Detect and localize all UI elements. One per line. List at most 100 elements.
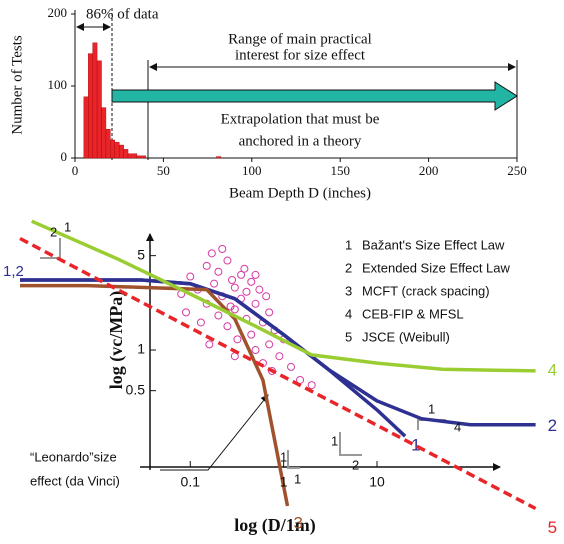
legend-label: CEB-FIP & MFSL <box>362 306 464 321</box>
data-point <box>247 277 256 286</box>
curve <box>30 219 536 373</box>
bar <box>216 156 222 159</box>
data-point <box>186 272 195 281</box>
legend-label: Extended Size Effect Law <box>362 260 511 275</box>
x-tick-label: 0 <box>72 163 79 178</box>
annotation: Extrapolation that must be <box>221 111 380 127</box>
data-point <box>223 322 232 331</box>
x-label: log (D/1m) <box>234 515 315 536</box>
annotation: anchored in a theory <box>239 133 362 149</box>
annotation: “Leonardo”size <box>30 449 117 464</box>
curve-label: 2 <box>548 416 557 435</box>
annotation: 4 <box>454 419 461 434</box>
bar <box>101 107 107 159</box>
curve <box>19 236 537 511</box>
slope-triangle <box>339 432 362 456</box>
annotation: 1 <box>428 401 435 416</box>
legend-label: MCFT (crack spacing) <box>362 283 490 298</box>
curve <box>20 278 536 427</box>
data-point <box>207 249 216 258</box>
data-point <box>182 308 191 317</box>
bar <box>136 155 146 159</box>
x-tick-label: 150 <box>330 163 350 178</box>
pointer <box>160 394 269 471</box>
data-point <box>265 340 274 349</box>
legend-label: JSCE (Weibull) <box>362 329 450 344</box>
annotation: 86% of data <box>86 6 159 22</box>
annotation: 2 <box>50 224 57 239</box>
bar <box>105 128 111 159</box>
y-tick-label: 1 <box>137 341 145 357</box>
bar <box>88 53 93 159</box>
y-tick-label: 100 <box>48 77 68 92</box>
data-point <box>223 256 232 265</box>
data-point <box>242 287 251 296</box>
bar <box>110 139 115 159</box>
x-tick-label: 200 <box>419 163 439 178</box>
annotation: 1 <box>294 471 301 486</box>
x-tick-label: 50 <box>157 163 170 178</box>
curve-label: 4 <box>548 360 557 379</box>
data-point <box>247 330 256 339</box>
y-tick-label: 0.5 <box>126 381 146 397</box>
data-point <box>307 381 316 390</box>
data-point <box>240 264 249 273</box>
data-point <box>233 335 242 344</box>
data-point <box>265 308 274 317</box>
y-label: log (vc/MPa) <box>106 291 127 389</box>
data-point <box>228 276 237 285</box>
data-point <box>251 299 260 308</box>
legend-number: 2 <box>345 260 352 275</box>
bar <box>83 96 89 159</box>
data-point <box>237 270 246 279</box>
data-point <box>251 270 260 279</box>
bar <box>114 141 120 159</box>
curve-label: 3 <box>294 513 303 532</box>
annotation: 1 <box>280 449 287 464</box>
data-point <box>251 346 260 355</box>
annotation: Range of main practical <box>228 31 372 47</box>
bar <box>92 42 98 159</box>
y-tick-label: 200 <box>48 5 68 20</box>
data-point <box>275 352 284 361</box>
legend-label: Bažant's Size Effect Law <box>362 237 505 252</box>
data-point <box>218 245 227 254</box>
bar <box>96 60 102 159</box>
y-tick-label: 5 <box>137 246 145 262</box>
data-point <box>210 279 219 288</box>
data-point <box>262 292 271 301</box>
data-point <box>255 285 264 294</box>
slope-triangle <box>287 450 300 469</box>
x-tick-label: 10 <box>369 474 385 490</box>
y-tick-label: 0 <box>61 149 68 164</box>
x-tick-label: 0.1 <box>181 474 201 490</box>
data-point <box>226 302 235 311</box>
curve-label: 1 <box>411 436 420 455</box>
data-point <box>202 261 211 270</box>
annotation: effect (da Vinci) <box>30 473 120 488</box>
teal-arrow <box>111 81 518 111</box>
curve-label: 5 <box>548 518 557 537</box>
data-point <box>214 311 223 320</box>
curve <box>20 283 290 507</box>
legend-number: 3 <box>345 283 352 298</box>
bar <box>118 144 124 159</box>
legend-number: 4 <box>345 306 352 321</box>
bar <box>127 153 138 159</box>
data-point <box>214 267 223 276</box>
y-label: Number of Tests <box>9 35 25 135</box>
annotation: 2 <box>352 457 359 472</box>
annotation: 1,2 <box>3 263 24 280</box>
legend-number: 5 <box>345 329 352 344</box>
x-tick-label: 100 <box>242 163 262 178</box>
annotation: 1 <box>64 219 71 234</box>
x-label: Beam Depth D (inches) <box>229 185 371 201</box>
annotation: interest for size effect <box>235 47 366 63</box>
data-point <box>196 318 205 327</box>
legend-number: 1 <box>345 237 352 252</box>
data-point <box>230 283 239 292</box>
data-point <box>205 340 214 349</box>
data-point <box>287 362 296 371</box>
